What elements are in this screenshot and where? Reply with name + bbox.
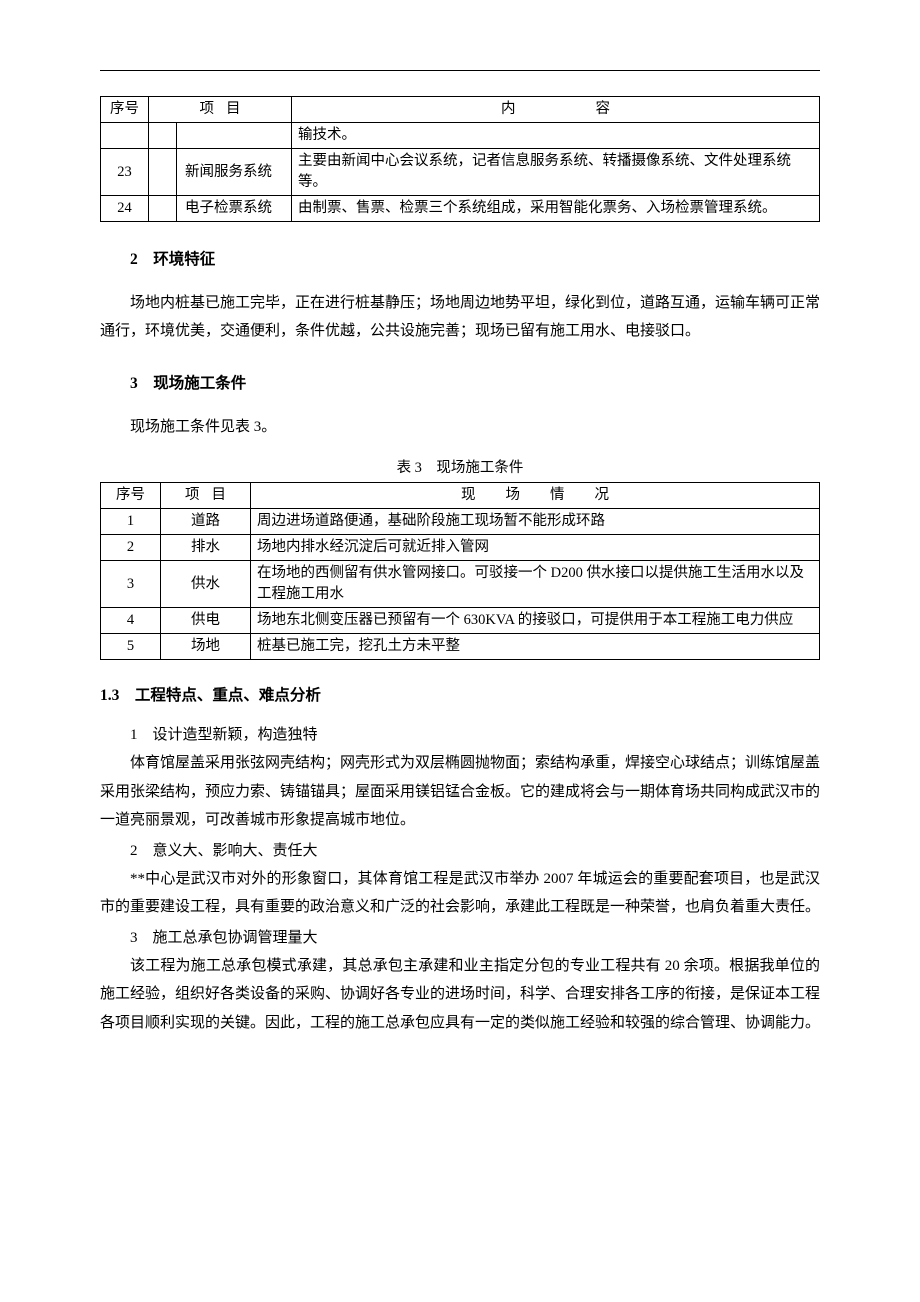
heading-sec3: 3 现场施工条件 (130, 372, 820, 397)
table-row: 序号 项目 内容 (101, 97, 820, 123)
item-num: 2 意义大、影响大、责任大 (100, 839, 820, 863)
heading-sec13: 1.3 工程特点、重点、难点分析 (100, 684, 820, 709)
th-content: 内容 (292, 97, 820, 123)
item-3: 3 施工总承包协调管理量大 该工程为施工总承包模式承建，其总承包主承建和业主指定… (100, 926, 820, 1038)
table-1: 序号 项目 内容 输技术。 23 新闻服务系统 主要由新闻中心会议系统，记者信息… (100, 96, 820, 222)
th-seq: 序号 (101, 483, 161, 509)
cell-content: 输技术。 (292, 123, 820, 149)
table-row: 23 新闻服务系统 主要由新闻中心会议系统，记者信息服务系统、转播摄像系统、文件… (101, 149, 820, 196)
cell-item: 新闻服务系统 (177, 149, 292, 196)
cell-seq: 23 (101, 149, 149, 196)
cell-seq: 3 (101, 561, 161, 608)
table-3: 序号 项目 现场情况 1 道路 周边进场道路便通，基础阶段施工现场暂不能形成环路… (100, 482, 820, 660)
cell-sub (149, 123, 177, 149)
item-para: 该工程为施工总承包模式承建，其总承包主承建和业主指定分包的专业工程共有 20 余… (100, 952, 820, 1038)
cell-content: 由制票、售票、检票三个系统组成，采用智能化票务、入场检票管理系统。 (292, 196, 820, 222)
cell-item: 场地 (161, 634, 251, 660)
cell-situation: 在场地的西侧留有供水管网接口。可驳接一个 D200 供水接口以提供施工生活用水以… (251, 561, 820, 608)
cell-seq: 1 (101, 509, 161, 535)
cell-seq: 2 (101, 535, 161, 561)
item-para: 体育馆屋盖采用张弦网壳结构；网壳形式为双层椭圆抛物面；索结构承重，焊接空心球结点… (100, 749, 820, 835)
para-sec2: 场地内桩基已施工完毕，正在进行桩基静压；场地周边地势平坦，绿化到位，道路互通，运… (100, 289, 820, 346)
cell-seq: 5 (101, 634, 161, 660)
cell-content: 主要由新闻中心会议系统，记者信息服务系统、转播摄像系统、文件处理系统等。 (292, 149, 820, 196)
cell-item: 供电 (161, 608, 251, 634)
th-item: 项目 (149, 97, 292, 123)
cell-item (177, 123, 292, 149)
heading-sec2: 2 环境特征 (130, 248, 820, 273)
table-row: 4 供电 场地东北侧变压器已预留有一个 630KVA 的接驳口，可提供用于本工程… (101, 608, 820, 634)
th-seq: 序号 (101, 97, 149, 123)
cell-situation: 场地东北侧变压器已预留有一个 630KVA 的接驳口，可提供用于本工程施工电力供… (251, 608, 820, 634)
item-num: 1 设计造型新颖，构造独特 (100, 723, 820, 747)
cell-sub (149, 149, 177, 196)
table-row: 5 场地 桩基已施工完，挖孔土方未平整 (101, 634, 820, 660)
table3-caption: 表 3 现场施工条件 (100, 457, 820, 480)
table-row: 2 排水 场地内排水经沉淀后可就近排入管网 (101, 535, 820, 561)
table-row: 24 电子检票系统 由制票、售票、检票三个系统组成，采用智能化票务、入场检票管理… (101, 196, 820, 222)
cell-situation: 桩基已施工完，挖孔土方未平整 (251, 634, 820, 660)
table-row: 1 道路 周边进场道路便通，基础阶段施工现场暂不能形成环路 (101, 509, 820, 535)
item-1: 1 设计造型新颖，构造独特 体育馆屋盖采用张弦网壳结构；网壳形式为双层椭圆抛物面… (100, 723, 820, 835)
cell-seq: 24 (101, 196, 149, 222)
cell-item: 供水 (161, 561, 251, 608)
table-row: 输技术。 (101, 123, 820, 149)
th-situation: 现场情况 (251, 483, 820, 509)
para-sec3: 现场施工条件见表 3。 (100, 413, 820, 442)
cell-sub (149, 196, 177, 222)
header-rule (100, 70, 820, 71)
cell-situation: 场地内排水经沉淀后可就近排入管网 (251, 535, 820, 561)
cell-item: 电子检票系统 (177, 196, 292, 222)
cell-item: 排水 (161, 535, 251, 561)
item-2: 2 意义大、影响大、责任大 **中心是武汉市对外的形象窗口，其体育馆工程是武汉市… (100, 839, 820, 922)
cell-seq: 4 (101, 608, 161, 634)
table-row: 3 供水 在场地的西侧留有供水管网接口。可驳接一个 D200 供水接口以提供施工… (101, 561, 820, 608)
item-num: 3 施工总承包协调管理量大 (100, 926, 820, 950)
th-item: 项目 (161, 483, 251, 509)
cell-situation: 周边进场道路便通，基础阶段施工现场暂不能形成环路 (251, 509, 820, 535)
cell-item: 道路 (161, 509, 251, 535)
cell-seq (101, 123, 149, 149)
table-row: 序号 项目 现场情况 (101, 483, 820, 509)
item-para: **中心是武汉市对外的形象窗口，其体育馆工程是武汉市举办 2007 年城运会的重… (100, 865, 820, 922)
